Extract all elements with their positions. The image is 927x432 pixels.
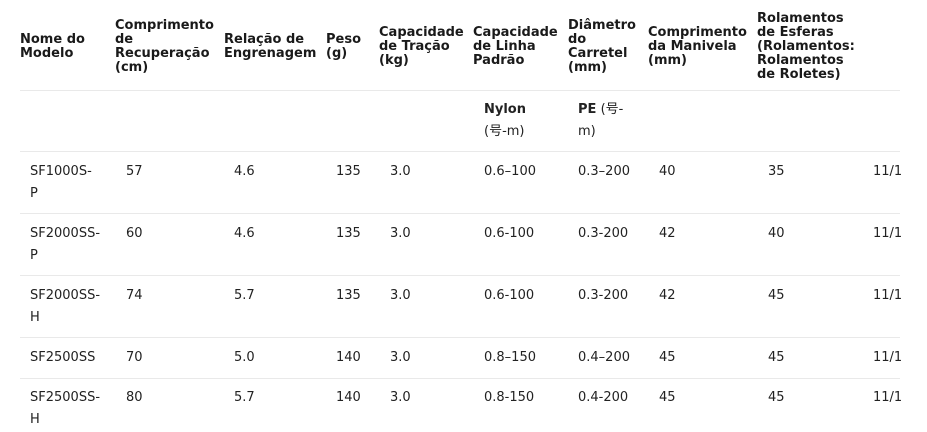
cell-gear: 5.7 <box>234 288 255 303</box>
cell-spool: 45 <box>659 390 676 405</box>
cell-spool: 40 <box>659 164 676 179</box>
cell-recovery: 70 <box>126 350 143 365</box>
cell-weight: 135 <box>336 164 361 179</box>
cell-model: SF1000S- P <box>30 164 92 201</box>
cell-pe: 0.3-200 <box>578 288 629 303</box>
cell-weight: 140 <box>336 350 361 365</box>
cell-bearings: 11/1 <box>873 350 903 365</box>
header-bearings: Rolamentos de Esferas (Rolamentos: Rolament… <box>757 11 855 82</box>
cell-nylon: 0.6-100 <box>484 226 535 241</box>
cell-recovery: 57 <box>126 164 143 179</box>
header-recovery: Comprimento de Recuperação (cm) <box>115 18 214 75</box>
cell-drag: 3.0 <box>390 226 411 241</box>
cell-nylon: 0.8–150 <box>484 350 536 365</box>
cell-spool: 45 <box>659 350 676 365</box>
row-divider <box>20 151 900 152</box>
cell-handle: 45 <box>768 350 785 365</box>
row-divider <box>20 275 900 276</box>
row-divider <box>20 337 900 338</box>
cell-drag: 3.0 <box>390 390 411 405</box>
cell-gear: 4.6 <box>234 226 255 241</box>
cell-spool: 42 <box>659 288 676 303</box>
cell-pe: 0.3–200 <box>578 164 630 179</box>
cell-gear: 5.0 <box>234 350 255 365</box>
header-drag: Capacidade de Tração (kg) <box>379 25 464 68</box>
row-divider <box>20 213 900 214</box>
cell-bearings: 11/1 <box>873 164 903 179</box>
cell-nylon: 0.6-100 <box>484 288 535 303</box>
header-gear-ratio: Relação de Engrenagem <box>224 32 317 61</box>
cell-pe: 0.3-200 <box>578 226 629 241</box>
cell-recovery: 60 <box>126 226 143 241</box>
cell-drag: 3.0 <box>390 288 411 303</box>
cell-model: SF2000SS- P <box>30 226 101 263</box>
cell-handle: 40 <box>768 226 785 241</box>
cell-bearings: 11/1 <box>873 226 903 241</box>
cell-drag: 3.0 <box>390 350 411 365</box>
header-weight: Peso (g) <box>326 32 362 61</box>
cell-recovery: 74 <box>126 288 143 303</box>
cell-gear: 4.6 <box>234 164 255 179</box>
cell-weight: 140 <box>336 390 361 405</box>
cell-weight: 135 <box>336 288 361 303</box>
cell-model: SF2500SS <box>30 350 96 365</box>
header-model: Nome do Modelo <box>20 32 85 61</box>
cell-pe: 0.4-200 <box>578 390 629 405</box>
cell-nylon: 0.8-150 <box>484 390 535 405</box>
subheader-nylon: Nylon (号-m) <box>484 102 526 139</box>
cell-drag: 3.0 <box>390 164 411 179</box>
cell-spool: 42 <box>659 226 676 241</box>
subheader-pe: PE (号- m) <box>578 102 624 139</box>
cell-bearings: 11/1 <box>873 288 903 303</box>
cell-bearings: 11/1 <box>873 390 903 405</box>
cell-handle: 45 <box>768 390 785 405</box>
cell-weight: 135 <box>336 226 361 241</box>
cell-handle: 35 <box>768 164 785 179</box>
header-divider <box>20 90 900 91</box>
cell-pe: 0.4–200 <box>578 350 630 365</box>
row-divider <box>20 378 900 379</box>
header-line-capacity: Capacidade de Linha Padrão <box>473 25 558 68</box>
cell-recovery: 80 <box>126 390 143 405</box>
cell-model: SF2000SS- H <box>30 288 101 325</box>
cell-nylon: 0.6–100 <box>484 164 536 179</box>
header-spool-diameter: Diâmetro do Carretel (mm) <box>568 18 636 75</box>
header-handle-length: Comprimento da Manivela (mm) <box>648 25 747 68</box>
cell-model: SF2500SS- H <box>30 390 101 427</box>
cell-handle: 45 <box>768 288 785 303</box>
cell-gear: 5.7 <box>234 390 255 405</box>
